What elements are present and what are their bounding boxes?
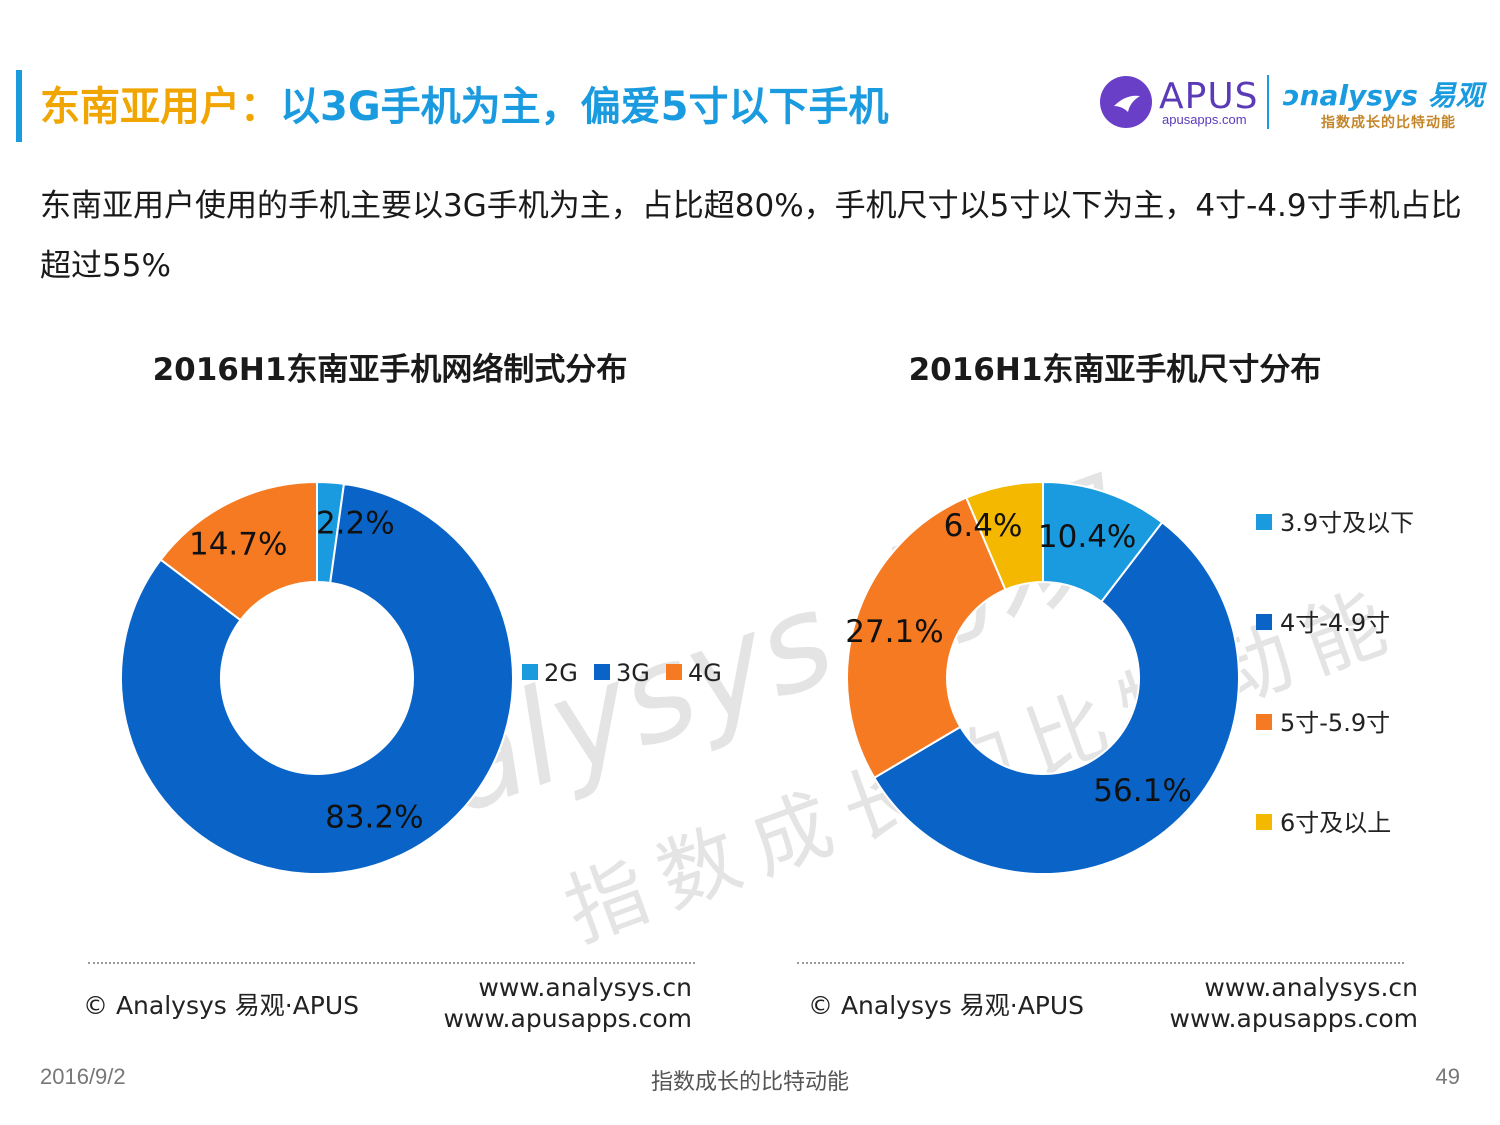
donut1-legend-label-1: 3G bbox=[616, 659, 650, 687]
donut2-legend: 3.9寸及以下 4寸-4.9寸 5寸-5.9寸 6寸及以上 bbox=[1256, 509, 1414, 837]
donut2-slice-3[interactable] bbox=[964, 480, 1044, 591]
title-accent-bar bbox=[16, 70, 22, 142]
footer-box2-divider bbox=[797, 962, 1404, 964]
donut2-data-label-2: 27.1% bbox=[845, 614, 943, 650]
analysys-logo-text: ↄnalysys 易观 bbox=[1283, 74, 1484, 114]
donut2-slice-1[interactable] bbox=[872, 520, 1240, 875]
logo-divider bbox=[1267, 75, 1269, 129]
donut1-legend-label-0: 2G bbox=[544, 659, 578, 687]
apus-logo-icon bbox=[1100, 76, 1152, 128]
donut2-data-label-3: 6.4% bbox=[944, 508, 1023, 544]
donut1-legend-swatch-2 bbox=[666, 664, 682, 680]
analysys-logo-slogan: 指数成长的比特动能 bbox=[1321, 114, 1456, 130]
donut2-data-label-1: 56.1% bbox=[1093, 773, 1191, 809]
donut-chart-1: 2.2% 83.2% 14.7% 2G 3G 4G bbox=[120, 480, 722, 875]
donut2-legend-swatch-1 bbox=[1256, 614, 1272, 630]
page-title-highlight: 东南亚用户： bbox=[40, 84, 280, 130]
footer-box1-url2[interactable]: www.apusapps.com bbox=[443, 1004, 692, 1033]
footer-date: 2016/9/2 bbox=[40, 1064, 126, 1089]
footer-box2-urls: www.analysys.cn www.apusapps.com bbox=[1170, 972, 1418, 1034]
chart1-title: 2016H1东南亚手机网络制式分布 bbox=[152, 352, 628, 388]
page-number: 49 bbox=[1435, 1064, 1460, 1089]
footer-slogan: 指数成长的比特动能 bbox=[650, 1070, 849, 1095]
donut2-legend-label-3: 6寸及以上 bbox=[1280, 809, 1391, 837]
donut2-legend-label-0: 3.9寸及以下 bbox=[1280, 509, 1414, 537]
footer-box2-copyright: © Analysys 易观·APUS bbox=[808, 991, 1085, 1020]
page-title: 东南亚用户：以3G手机为主，偏爱5寸以下手机 bbox=[40, 74, 889, 132]
page-title-main: 以3G手机为主，偏爱5寸以下手机 bbox=[280, 84, 889, 130]
donut1-legend-label-2: 4G bbox=[688, 659, 722, 687]
donut-chart-2: 10.4% 56.1% 27.1% 6.4% 3.9寸及以下 4寸-4.9寸 5寸-5.9寸… bbox=[845, 480, 1414, 875]
donut2-legend-swatch-2 bbox=[1256, 714, 1272, 730]
donut1-slice-1[interactable] bbox=[120, 482, 514, 875]
donut1-legend-swatch-1 bbox=[594, 664, 610, 680]
donut2-legend-label-2: 5寸-5.9寸 bbox=[1280, 709, 1390, 737]
donut1-data-label-2: 14.7% bbox=[189, 527, 287, 563]
donut2-legend-swatch-3 bbox=[1256, 814, 1272, 830]
footer-box1-copyright: © Analysys 易观·APUS bbox=[83, 991, 360, 1020]
footer-box2-url1[interactable]: www.analysys.cn bbox=[1204, 973, 1418, 1002]
donut1-legend: 2G 3G 4G bbox=[522, 659, 722, 687]
footer-box1-url1[interactable]: www.analysys.cn bbox=[478, 973, 692, 1002]
donut1-data-label-0: 2.2% bbox=[316, 505, 395, 541]
brand-logos: APUS apusapps.com ↄnalysys 易观 指数成长的比特动能 bbox=[1095, 70, 1484, 132]
donut1-slice-2[interactable] bbox=[159, 480, 318, 622]
donut2-slice-2[interactable] bbox=[846, 496, 1007, 780]
footer-box1-urls: www.analysys.cn www.apusapps.com bbox=[444, 972, 692, 1034]
analysys-logo-name: nalysys 易观 bbox=[1299, 79, 1484, 112]
donut1-legend-swatch-0 bbox=[522, 664, 538, 680]
apus-logo-url: apusapps.com bbox=[1162, 112, 1247, 127]
footer-box2-url2[interactable]: www.apusapps.com bbox=[1169, 1004, 1418, 1033]
donut2-legend-swatch-0 bbox=[1256, 514, 1272, 530]
footer-box1-divider bbox=[88, 962, 695, 964]
donut1-data-label-1: 83.2% bbox=[325, 800, 423, 836]
summary-text: 东南亚用户使用的手机主要以3G手机为主，占比超80%，手机尺寸以5寸以下为主，4… bbox=[40, 188, 1462, 284]
apus-logo-text: APUS bbox=[1159, 76, 1259, 117]
donut2-data-label-0: 10.4% bbox=[1038, 519, 1136, 555]
donut2-legend-label-1: 4寸-4.9寸 bbox=[1280, 609, 1390, 637]
chart2-title: 2016H1东南亚手机尺寸分布 bbox=[908, 352, 1322, 388]
analysys-logo-a-icon: ↄ bbox=[1283, 79, 1300, 112]
